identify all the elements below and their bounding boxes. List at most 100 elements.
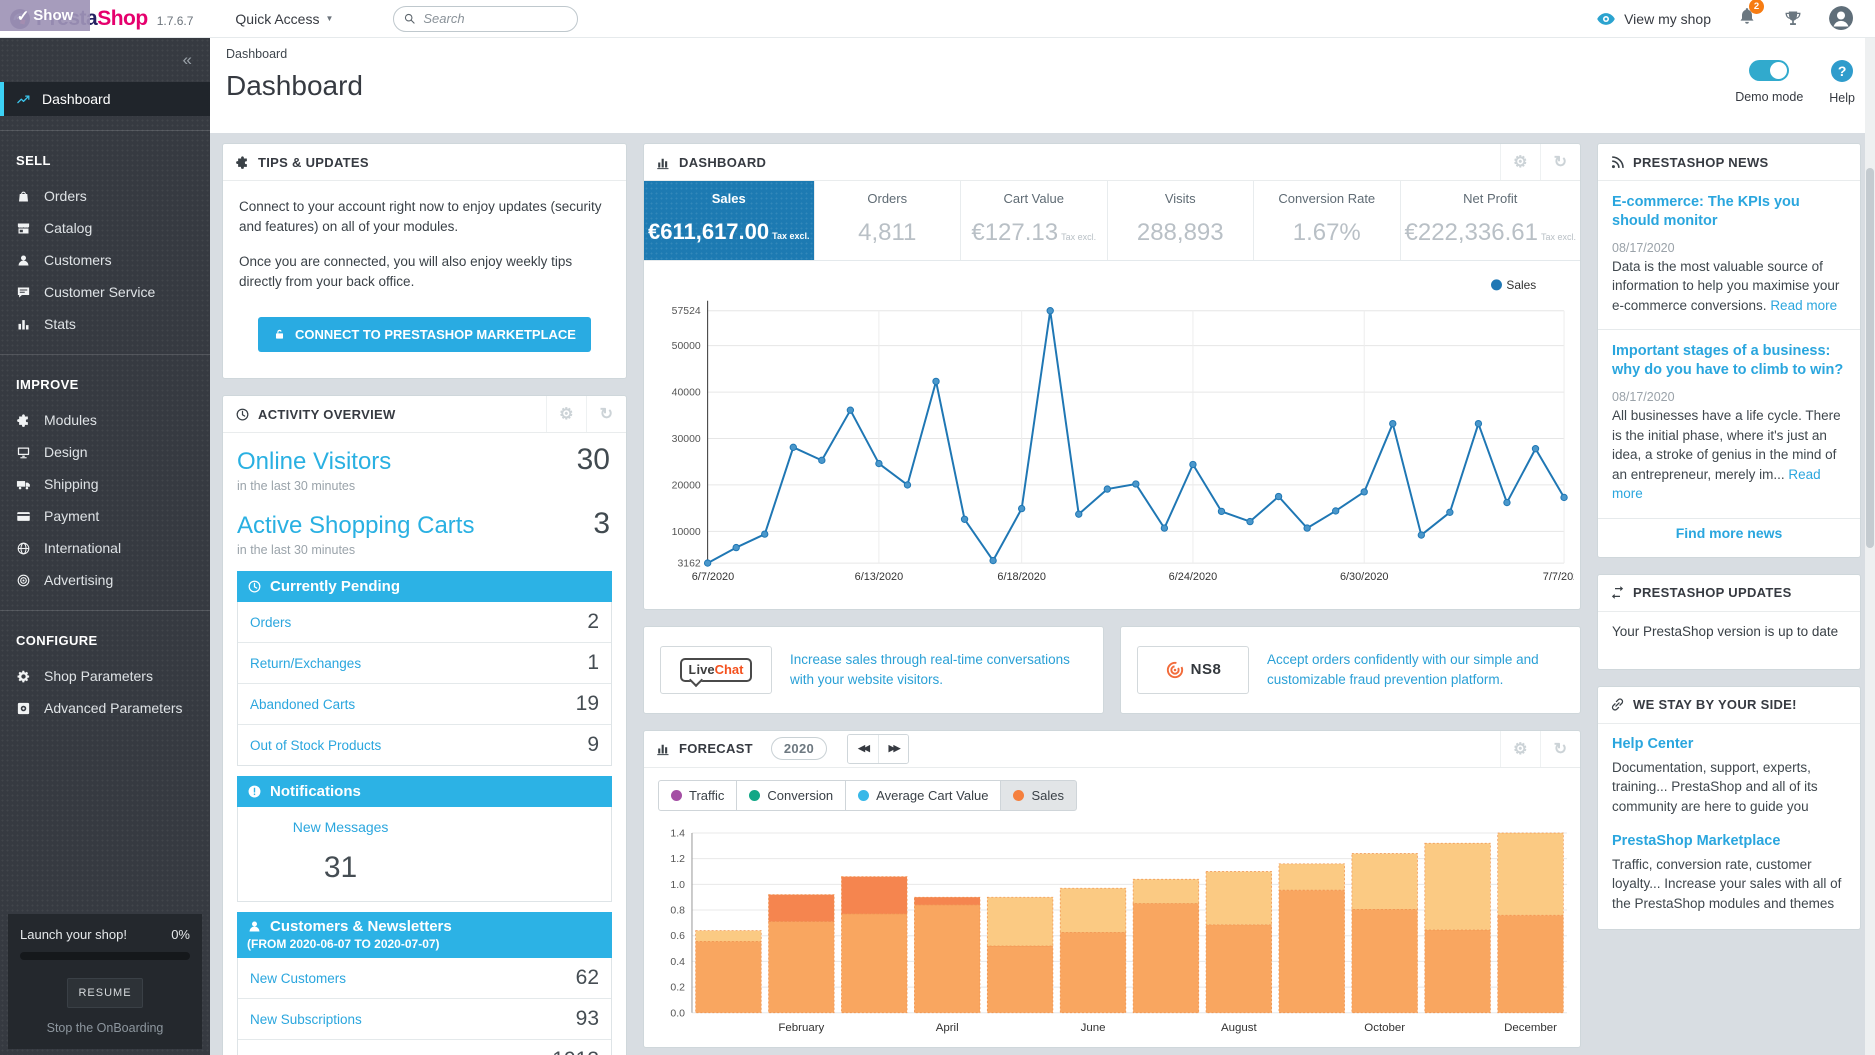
sidebar-collapse-button[interactable]: « (0, 38, 210, 72)
stop-onboarding-link[interactable]: Stop the OnBoarding (46, 1021, 164, 1035)
legend-cart-value-button[interactable]: Average Cart Value (845, 779, 1002, 811)
refresh-icon[interactable]: ↻ (1540, 730, 1580, 767)
read-more-link[interactable]: Read more (1612, 466, 1821, 502)
divider (0, 610, 210, 611)
trophy-icon[interactable] (1783, 9, 1803, 29)
svg-text:3162: 3162 (677, 559, 700, 570)
scrollbar-thumb[interactable] (1866, 168, 1874, 548)
abandoned-carts-link[interactable]: Abandoned Carts (250, 696, 356, 712)
refresh-icon[interactable]: ↻ (1540, 144, 1580, 180)
active-carts-link[interactable]: Active Shopping Carts (237, 512, 475, 540)
legend-traffic-button[interactable]: Traffic (658, 779, 738, 811)
article-title[interactable]: E-commerce: The KPIs you should monitor (1612, 194, 1800, 229)
sidebar-item-customer-service[interactable]: Customer Service (0, 276, 210, 308)
clock-icon (247, 579, 262, 594)
resume-button[interactable]: RESUME (67, 978, 143, 1008)
eye-icon (1596, 9, 1616, 29)
marketplace-link[interactable]: PrestaShop Marketplace (1612, 832, 1781, 849)
table-row: Total Subscribers1913 (238, 1040, 611, 1055)
sidebar-item-advertising[interactable]: Advertising (0, 564, 210, 596)
ns8-banner[interactable]: NS8 Accept orders confidently with our s… (1120, 625, 1581, 714)
quick-access-dropdown[interactable]: Quick Access ▼ (235, 11, 333, 27)
show-overlay[interactable]: ✓ Show (0, 0, 90, 31)
find-more-news-link[interactable]: Find more news (1675, 524, 1783, 541)
read-more-link[interactable]: Read more (1770, 297, 1838, 313)
article-title[interactable]: Important stages of a business: why do y… (1612, 343, 1844, 379)
active-carts-value: 3 (593, 507, 610, 541)
tips-paragraph: Connect to your account right now to enj… (239, 199, 602, 234)
sidebar-item-customers[interactable]: Customers (0, 244, 210, 276)
person-icon (247, 919, 262, 934)
sidebar-item-orders[interactable]: Orders (0, 180, 210, 212)
livechat-banner[interactable]: LiveChat Increase sales through real-tim… (643, 625, 1104, 714)
pending-returns-link[interactable]: Return/Exchanges (250, 655, 362, 671)
year-selector[interactable]: 2020 (770, 737, 828, 761)
help-icon[interactable]: ? (1831, 60, 1854, 82)
traffic-dot-icon (671, 789, 682, 801)
sidebar-item-design[interactable]: Design (0, 436, 210, 468)
gear-icon[interactable]: ⚙ (1500, 144, 1540, 180)
news-title: PRESTASHOP NEWS (1633, 154, 1769, 170)
connect-marketplace-button[interactable]: CONNECT TO PRESTASHOP MARKETPLACE (258, 317, 591, 353)
kpi-tab-cart-value[interactable]: Cart Value €127.13 Tax excl. (960, 181, 1107, 260)
refresh-icon[interactable]: ↻ (586, 396, 626, 433)
sidebar-item-modules[interactable]: Modules (0, 404, 210, 436)
article-body: Data is the most valuable source of info… (1612, 258, 1840, 313)
card-icon (16, 509, 31, 524)
notifications-bell[interactable]: 2 (1737, 0, 1764, 31)
online-visitors-link[interactable]: Online Visitors (237, 448, 392, 476)
avatar[interactable] (1829, 5, 1855, 32)
legend-sales-button[interactable]: Sales (1000, 779, 1077, 811)
sidebar-item-dashboard[interactable]: Dashboard (0, 82, 210, 116)
sidebar-item-payment[interactable]: Payment (0, 500, 210, 532)
svg-text:50000: 50000 (672, 341, 701, 352)
sales-chart: 3162 10000 20000 30000 40000 50000 57524 6/7/20… (644, 261, 1580, 609)
legend-conversion-button[interactable]: Conversion (736, 779, 847, 811)
previous-year-button[interactable]: ◀◀ (848, 734, 879, 763)
article-date: 08/17/2020 (1612, 240, 1675, 255)
pending-orders-link[interactable]: Orders (250, 614, 292, 630)
sidebar-item-shop-parameters[interactable]: Shop Parameters (0, 660, 210, 692)
sidebar-item-catalog[interactable]: Catalog (0, 212, 210, 244)
next-year-button[interactable]: ▶▶ (878, 734, 909, 763)
tips-paragraph: Once you are connected, you will also en… (239, 254, 573, 289)
svg-text:0.4: 0.4 (670, 957, 685, 968)
new-subscriptions-link[interactable]: New Subscriptions (250, 1011, 362, 1027)
banner-text[interactable]: Increase sales through real-time convers… (790, 651, 1070, 687)
customers-newsletters-header: Customers & Newsletters (FROM 2020-06-07… (237, 912, 612, 959)
banner-text[interactable]: Accept orders confidently with our simpl… (1267, 651, 1539, 687)
notifications-header: Notifications (237, 776, 612, 808)
fast-forward-icon: ▶▶ (888, 743, 901, 754)
breadcrumb[interactable]: Dashboard (226, 47, 288, 61)
kpi-tab-visits[interactable]: Visits 288,893 (1106, 181, 1253, 260)
svg-text:40000: 40000 (672, 388, 701, 399)
sidebar-item-shipping[interactable]: Shipping (0, 468, 210, 500)
demo-mode-toggle[interactable] (1749, 60, 1790, 81)
kpi-tab-orders[interactable]: Orders 4,811 (813, 181, 960, 260)
view-my-shop-link[interactable]: View my shop (1596, 9, 1711, 29)
chat-icon (16, 285, 31, 300)
table-row: Return/Exchanges 1 (238, 643, 611, 685)
search-box (393, 5, 579, 32)
scrollbar[interactable] (1865, 38, 1875, 1055)
cart-value-dot-icon (858, 789, 870, 801)
kpi-tab-net-profit[interactable]: Net Profit €222,336.61 Tax excl. (1399, 181, 1580, 260)
tips-title: TIPS & UPDATES (258, 154, 369, 170)
new-customers-link[interactable]: New Customers (250, 970, 347, 986)
kpi-tab-conversion-rate[interactable]: Conversion Rate 1.67% (1253, 181, 1400, 260)
sidebar-item-advanced-parameters[interactable]: Advanced Parameters (0, 692, 210, 724)
kpi-tab-sales[interactable]: Sales €611,617.00 Tax excl. (644, 181, 814, 260)
new-messages-link[interactable]: New Messages (292, 819, 389, 836)
gear-icon[interactable]: ⚙ (1500, 730, 1540, 767)
help-center-link[interactable]: Help Center (1612, 735, 1694, 752)
date-range-label: (FROM 2020-06-07 TO 2020-07-07) (247, 937, 440, 952)
svg-text:57524: 57524 (672, 306, 701, 317)
activity-title: ACTIVITY OVERVIEW (258, 406, 396, 422)
total-subscribers-link[interactable]: Total Subscribers (250, 1053, 354, 1055)
sidebar-item-stats[interactable]: Stats (0, 308, 210, 340)
svg-text:October: October (1364, 1022, 1405, 1034)
gear-icon[interactable]: ⚙ (546, 396, 586, 433)
search-input[interactable] (423, 11, 569, 26)
out-of-stock-link[interactable]: Out of Stock Products (250, 737, 382, 753)
sidebar-item-international[interactable]: International (0, 532, 210, 564)
